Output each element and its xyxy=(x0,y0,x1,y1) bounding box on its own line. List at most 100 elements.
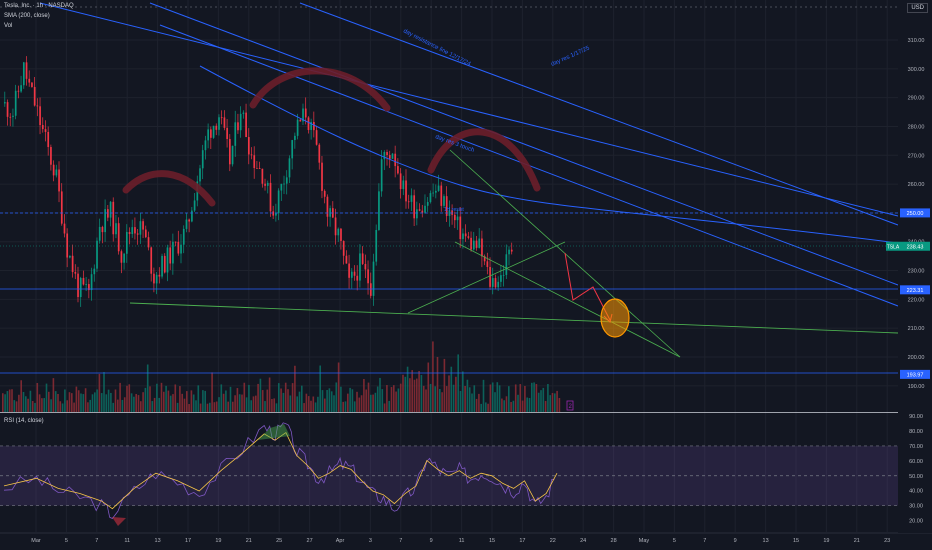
time-tick-label: 23 xyxy=(884,538,890,544)
candle-body xyxy=(299,119,302,122)
candle-body xyxy=(397,166,399,174)
volume-bar xyxy=(406,366,409,412)
sma-200-line[interactable] xyxy=(199,65,899,244)
volume-bar xyxy=(137,395,140,412)
volume-bar xyxy=(381,389,384,412)
volume-bar xyxy=(252,396,255,412)
candle-body xyxy=(424,205,426,213)
time-axis[interactable]: Mar 5 7 11 13 17 19 21 25 27 Apr 3 7 9 11 15 17 22 24 28 May… xyxy=(31,538,890,544)
time-tick-label: Mar xyxy=(31,538,41,544)
head-arc[interactable] xyxy=(249,67,391,112)
candle-body xyxy=(280,183,283,191)
volume-bar xyxy=(36,382,39,412)
candle-body xyxy=(104,209,106,233)
sma-indicator-label[interactable]: SMA (200, close) xyxy=(4,13,50,19)
candle-body xyxy=(250,154,253,156)
volume-bar xyxy=(271,399,273,412)
volume-bar xyxy=(307,396,310,412)
candle-body xyxy=(134,227,136,234)
volume-bar xyxy=(57,393,59,412)
volume-bar xyxy=(142,392,144,412)
candle-body xyxy=(60,191,63,224)
volume-bar xyxy=(473,385,476,412)
candle-body xyxy=(25,62,28,79)
rsi-indicator-label[interactable]: RSI (14, close) xyxy=(4,418,44,424)
wedge-bottom-line[interactable] xyxy=(454,241,681,358)
candle-body xyxy=(93,268,96,275)
candle-body xyxy=(410,195,413,202)
volume-bar xyxy=(119,382,121,412)
candle-body xyxy=(228,139,231,165)
rsi-line[interactable] xyxy=(3,422,555,519)
event-marker[interactable] xyxy=(566,400,574,411)
candle-body xyxy=(372,261,375,296)
volume-bar xyxy=(445,386,448,412)
volume-bar xyxy=(317,396,319,412)
volume-bar xyxy=(77,390,80,412)
volume-bar xyxy=(6,391,9,412)
candle-body xyxy=(302,108,304,122)
volume-bar xyxy=(544,401,547,412)
rsi-tick-label: 70.00 xyxy=(909,444,923,450)
volume-bar xyxy=(551,392,554,412)
trend-lines[interactable] xyxy=(0,2,899,374)
candle-body xyxy=(144,229,147,238)
volume-bar xyxy=(413,379,416,412)
candle-body xyxy=(486,261,489,268)
volume-bar xyxy=(298,391,301,412)
annotation-resistance-1-17-25[interactable]: day res 1/17/25 xyxy=(550,45,591,68)
price-axis[interactable]: 190.00200.00210.00220.00230.00240.00250.… xyxy=(886,0,932,533)
volume-bar xyxy=(372,394,374,412)
currency-button[interactable]: USD xyxy=(907,3,928,13)
resistance-line-upper[interactable] xyxy=(149,2,899,286)
volume-bar xyxy=(38,394,41,412)
volume-bar xyxy=(133,396,135,412)
candle-body xyxy=(41,125,44,130)
volume-bar xyxy=(376,386,379,412)
volume-bar xyxy=(140,401,142,412)
head-shoulders-arcs[interactable] xyxy=(122,67,541,207)
right-shoulder-arc[interactable] xyxy=(427,128,541,192)
candle-body xyxy=(12,115,14,117)
candle-body xyxy=(39,106,41,126)
rsi-ma-line[interactable] xyxy=(3,432,558,510)
volume-bar xyxy=(397,388,400,412)
rising-support-line[interactable] xyxy=(407,241,566,314)
annotation-1h-resist[interactable]: 1H resist xyxy=(444,207,464,213)
volume-bar xyxy=(75,386,78,412)
left-shoulder-arc[interactable] xyxy=(122,170,216,207)
candle-body xyxy=(429,193,432,202)
volume-bar xyxy=(448,375,450,412)
resistance-line-12-17-24[interactable] xyxy=(39,2,899,217)
volume-bar xyxy=(503,400,505,412)
volume-bar xyxy=(186,391,188,412)
candle-body xyxy=(483,256,486,262)
volume-bar xyxy=(542,387,545,412)
volume-bar xyxy=(326,389,328,412)
rsi-panel[interactable]: 90.00 80.00 70.00 60.00 50.00 40.00 30.00 20.00 xyxy=(0,414,923,526)
resistance-line-1-17-25[interactable] xyxy=(299,2,899,226)
time-tick-label: 15 xyxy=(489,538,495,544)
volume-bar xyxy=(176,402,179,412)
candle-body xyxy=(88,284,90,291)
volume-indicator-label[interactable]: Vol xyxy=(4,23,13,29)
volume-bar xyxy=(82,394,85,412)
volume-bar xyxy=(547,384,549,412)
candle-body xyxy=(185,219,188,229)
volume-bar xyxy=(218,397,220,412)
volume-bar xyxy=(190,390,193,412)
candle-body xyxy=(321,162,323,191)
symbol-tag-label: TSLA xyxy=(887,244,900,250)
support-line[interactable] xyxy=(129,302,899,334)
volume-bar xyxy=(556,390,558,412)
candle-body xyxy=(212,125,215,138)
volume-bar xyxy=(554,393,556,412)
volume-bar xyxy=(305,393,308,412)
volume-bar xyxy=(360,395,363,412)
candle-body xyxy=(188,219,191,222)
volume-bar xyxy=(29,390,32,412)
target-circle[interactable] xyxy=(600,298,630,338)
volume-bar xyxy=(213,402,216,412)
projection-arrow[interactable] xyxy=(564,252,611,321)
